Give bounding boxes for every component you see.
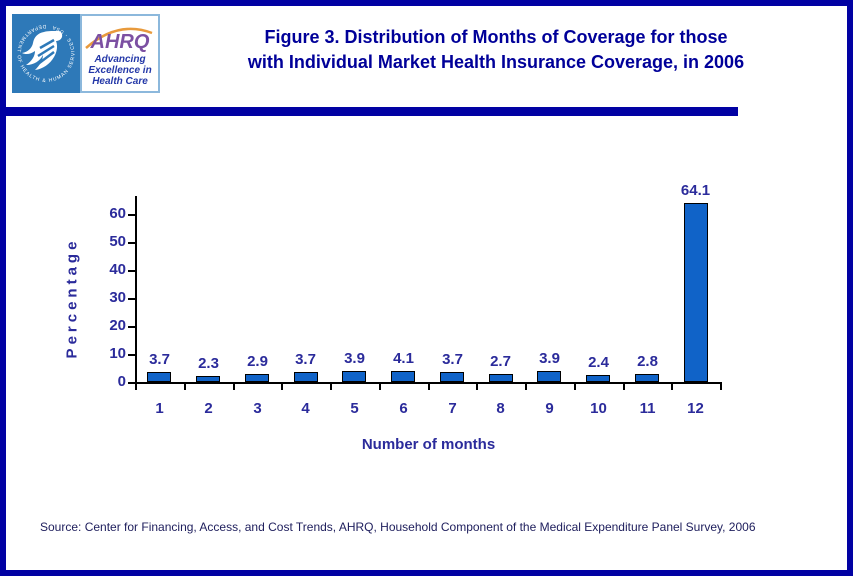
x-tick-mark [135, 384, 137, 390]
y-tick-label: 10 [109, 345, 126, 362]
x-tick-label: 6 [399, 400, 408, 417]
y-tick-label: 30 [109, 289, 126, 306]
ahrq-logo: DEPARTMENT OF HEALTH & HUMAN SERVICES - … [12, 14, 160, 93]
x-tick-mark [184, 384, 186, 390]
x-axis-line [135, 382, 722, 384]
hhs-seal: DEPARTMENT OF HEALTH & HUMAN SERVICES - … [12, 14, 80, 93]
figure-title-line1: Figure 3. Distribution of Months of Cove… [264, 27, 728, 47]
x-tick-label: 10 [590, 400, 607, 417]
y-tick-mark [128, 214, 135, 216]
bar-value-label: 3.9 [539, 350, 560, 367]
bar-value-label: 2.9 [247, 353, 268, 370]
y-tick-label: 40 [109, 261, 126, 278]
ahrq-arc-icon [85, 27, 153, 49]
bar-value-label: 3.7 [442, 351, 463, 368]
x-tick-mark [720, 384, 722, 390]
figure-title: Figure 3. Distribution of Months of Cove… [156, 25, 836, 75]
x-tick-mark [476, 384, 478, 390]
x-tick-mark [233, 384, 235, 390]
x-tick-label: 11 [639, 400, 656, 417]
x-tick-label: 7 [448, 400, 457, 417]
bar [489, 374, 513, 382]
x-tick-mark [428, 384, 430, 390]
bar-value-label: 64.1 [680, 182, 711, 199]
y-axis-line [135, 196, 137, 384]
x-tick-mark [671, 384, 673, 390]
x-tick-label: 12 [687, 400, 704, 417]
y-tick-mark [128, 298, 135, 300]
x-tick-mark [379, 384, 381, 390]
figure-title-line2: with Individual Market Health Insurance … [247, 52, 745, 72]
x-tick-mark [525, 384, 527, 390]
bar-value-label: 4.1 [393, 350, 414, 367]
y-axis-title: Percentage [63, 237, 81, 359]
bar-value-label: 2.4 [588, 354, 609, 371]
ahrq-acronym: AHRQ [90, 31, 150, 53]
x-tick-mark [330, 384, 332, 390]
bar [391, 371, 415, 382]
x-tick-label: 9 [545, 400, 554, 417]
bar [342, 371, 366, 382]
bar [294, 372, 318, 382]
ahrq-logo-box: AHRQ Advancing Excellence in Health Care [80, 14, 160, 93]
bar [586, 375, 610, 382]
y-tick-label: 0 [117, 373, 126, 390]
hhs-eagle-icon: DEPARTMENT OF HEALTH & HUMAN SERVICES - … [15, 23, 75, 84]
y-tick-mark [128, 326, 135, 328]
header-divider-bar [6, 107, 738, 116]
bar [635, 374, 659, 382]
y-tick-label: 60 [109, 205, 126, 222]
x-axis-title: Number of months [361, 436, 496, 453]
ahrq-tagline-line3: Health Care [92, 76, 148, 87]
ahrq-tagline-line1: Advancing [94, 54, 146, 65]
bar [684, 203, 708, 382]
bar [537, 371, 561, 382]
bar-chart: Percentage Number of months 0 10 20 30 40 50 6… [6, 6, 847, 570]
source-note: Source: Center for Financing, Access, an… [40, 520, 756, 534]
y-tick-mark [128, 270, 135, 272]
x-tick-mark [574, 384, 576, 390]
bar [147, 372, 171, 382]
bar-value-label: 2.7 [490, 353, 511, 370]
bar-value-label: 3.7 [149, 351, 170, 368]
bar [196, 376, 220, 382]
ahrq-tagline-line2: Excellence in [88, 65, 152, 76]
bar-value-label: 2.8 [637, 353, 658, 370]
x-tick-mark [623, 384, 625, 390]
x-tick-label: 8 [496, 400, 505, 417]
bar [245, 374, 269, 382]
x-tick-mark [281, 384, 283, 390]
x-tick-label: 4 [301, 400, 310, 417]
x-tick-label: 1 [155, 400, 164, 417]
bar-value-label: 2.3 [198, 355, 219, 372]
x-tick-label: 3 [253, 400, 262, 417]
bar-value-label: 3.7 [295, 351, 316, 368]
bar [440, 372, 464, 382]
y-tick-label: 20 [109, 317, 126, 334]
y-tick-mark [128, 242, 135, 244]
ahrq-tagline: Advancing Excellence in Health Care [88, 54, 151, 87]
y-tick-mark [128, 354, 135, 356]
bar-value-label: 3.9 [344, 350, 365, 367]
y-tick-label: 50 [109, 233, 126, 250]
x-tick-label: 5 [350, 400, 359, 417]
x-tick-label: 2 [204, 400, 213, 417]
y-tick-mark [128, 382, 135, 384]
